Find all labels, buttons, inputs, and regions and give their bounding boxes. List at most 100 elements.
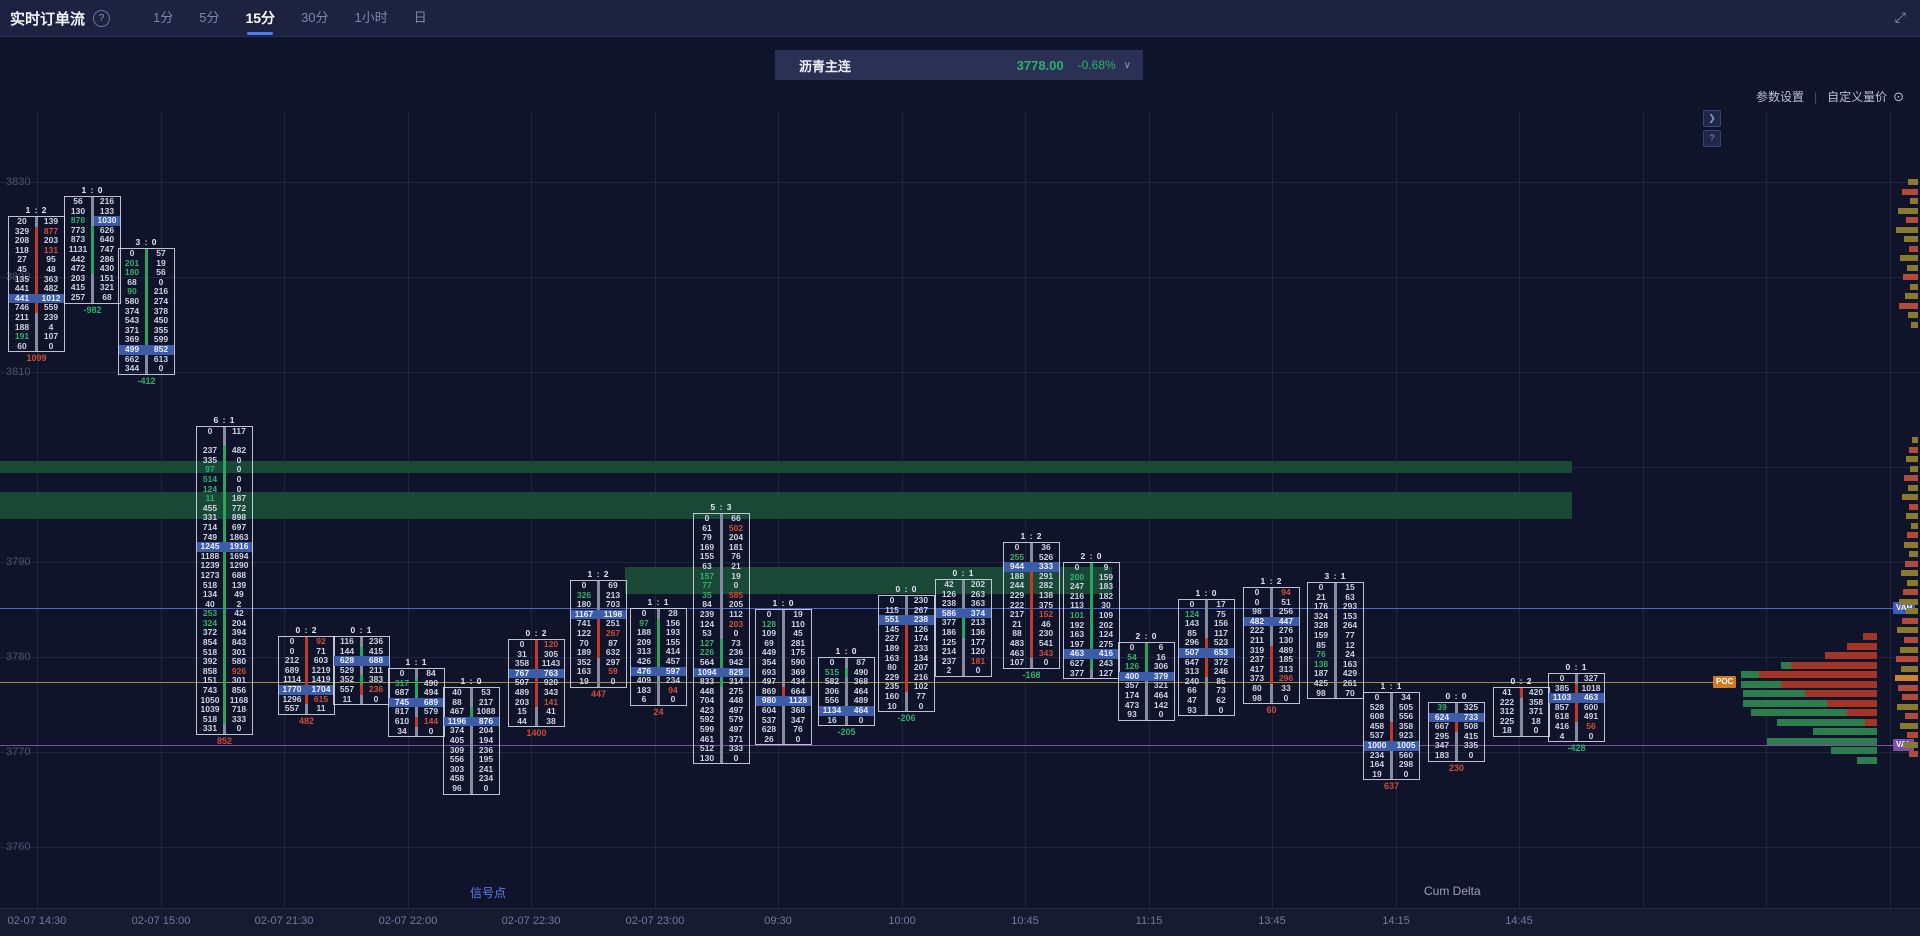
row-divider (91, 197, 94, 207)
bid-cell: 257 (70, 291, 86, 302)
ask-cell: 59 (608, 666, 618, 677)
gear-icon[interactable]: ⊙ (1893, 88, 1904, 104)
footprint-row: 329 877 (9, 225, 64, 237)
footprint-row: 667 508 (1429, 722, 1484, 732)
footprint-row: 352 383 (334, 675, 389, 685)
bid-cell: 331 (202, 512, 218, 523)
row-divider (145, 287, 148, 297)
gridline-horizontal (0, 657, 1920, 658)
row-divider (962, 618, 965, 628)
ask-cell: 523 (1213, 637, 1229, 648)
chevron-down-icon[interactable]: ∨ (1123, 59, 1131, 71)
bid-cell: 335 (202, 454, 218, 465)
side-button-1[interactable]: ? (1703, 130, 1721, 147)
row-divider (1090, 649, 1093, 659)
row-divider (1090, 630, 1093, 640)
ask-cell: 301 (231, 646, 247, 657)
footprint-row: 371 355 (119, 325, 174, 336)
bid-cell: 746 (14, 302, 30, 313)
bid-cell: 31 (517, 648, 527, 659)
row-divider (782, 619, 785, 630)
footprint-row: 169 181 (694, 542, 749, 553)
ask-cell: 120 (543, 639, 559, 649)
ask-cell: 156 (1213, 618, 1229, 629)
ask-cell: 718 (231, 704, 247, 715)
ask-cell: 134 (913, 652, 929, 663)
tab-1小时[interactable]: 1小时 (354, 10, 388, 25)
row-divider (1270, 626, 1273, 636)
param-settings-button[interactable]: 参数设置 (1755, 90, 1804, 104)
footprint-row: 543 450 (119, 316, 174, 326)
ask-cell: 333 (1033, 562, 1059, 572)
footprint-row: 537 923 (1364, 731, 1419, 741)
side-mini-buttons: ❯? (1703, 110, 1721, 147)
footprint-row: 10 0 (879, 701, 934, 712)
row-divider (1270, 597, 1273, 608)
side-button-0[interactable]: ❯ (1703, 110, 1721, 127)
row-divider (223, 474, 226, 485)
bid-cell: 507 (1179, 647, 1205, 658)
price-axis-label: 3780 (6, 651, 31, 663)
footprint-row: 203 151 (65, 273, 120, 284)
custom-volume-price-button[interactable]: 自定义量价 (1827, 90, 1888, 104)
row-divider (720, 619, 723, 630)
tab-5分[interactable]: 5分 (199, 10, 220, 25)
row-divider (35, 293, 38, 304)
row-divider (1030, 571, 1033, 582)
strip-bar (1902, 618, 1918, 624)
bid-cell: 109 (761, 628, 777, 639)
profile-bar-green (1741, 681, 1781, 688)
tab-30分[interactable]: 30分 (301, 10, 329, 25)
footprint-row: 873 640 (65, 235, 120, 245)
row-divider (1030, 600, 1033, 611)
instrument-selector[interactable]: 沥青主连 3778.00 -0.68% ∨ (775, 50, 1143, 80)
tab-15分[interactable]: 15分 (245, 0, 275, 36)
row-divider (720, 600, 723, 610)
row-divider (35, 236, 38, 246)
bid-cell: 191 (14, 331, 30, 342)
footprint-row: 53 0 (694, 629, 749, 639)
ask-cell: 0 (1158, 709, 1164, 720)
footprint-row: 98 0 (1244, 693, 1299, 704)
bid-cell: 98 (1316, 687, 1326, 698)
fullscreen-icon[interactable]: ⤢ (1894, 9, 1906, 25)
signal-point-label[interactable]: 信号点 (470, 886, 507, 900)
row-divider (470, 707, 473, 717)
tab-1分[interactable]: 1分 (153, 10, 174, 25)
footprint-column: 3 : 0 0 57 201 19 180 56 68 0 90 216 580 274 374 378 54… (118, 237, 175, 386)
bid-cell: 187 (1313, 668, 1329, 679)
footprint-row: 216 182 (1064, 591, 1119, 602)
bid-cell: 19 (579, 675, 589, 686)
bid-cell: 329 (14, 225, 30, 236)
bid-cell: 97 (639, 617, 649, 628)
footprint-row: 0 71 (279, 645, 334, 657)
ask-cell: 204 (231, 617, 247, 628)
ask-cell: 36 (1041, 542, 1051, 552)
row-divider (1145, 690, 1148, 701)
bid-cell: 1239 (200, 560, 220, 571)
ask-cell: 420 (1528, 687, 1544, 697)
footprint-row: 514 0 (197, 474, 252, 485)
footprint-row: 518 139 (197, 580, 252, 591)
footprint-row: 1196 876 (444, 716, 499, 727)
row-divider (305, 704, 308, 714)
help-icon[interactable]: ? (93, 9, 111, 27)
footprint-row: 417 313 (1244, 664, 1299, 675)
bid-cell: 352 (339, 674, 355, 685)
bid-cell: 107 (1009, 657, 1025, 668)
price-axis-label: 3810 (6, 366, 31, 378)
bid-cell: 458 (449, 773, 465, 784)
delta-footer: 447 (590, 688, 607, 699)
ask-cell: 1916 (226, 542, 252, 552)
footprint-row: 628 76 (756, 725, 811, 735)
row-divider (1520, 688, 1523, 698)
row-divider (845, 667, 848, 678)
bid-cell: 0 (289, 645, 295, 656)
footprint-row: 0 327 (1549, 673, 1604, 684)
bid-cell: 324 (202, 617, 218, 628)
bid-cell: 0 (129, 248, 135, 258)
tab-日[interactable]: 日 (413, 10, 427, 25)
row-divider (1334, 640, 1337, 651)
ask-cell: 62 (1216, 694, 1226, 705)
